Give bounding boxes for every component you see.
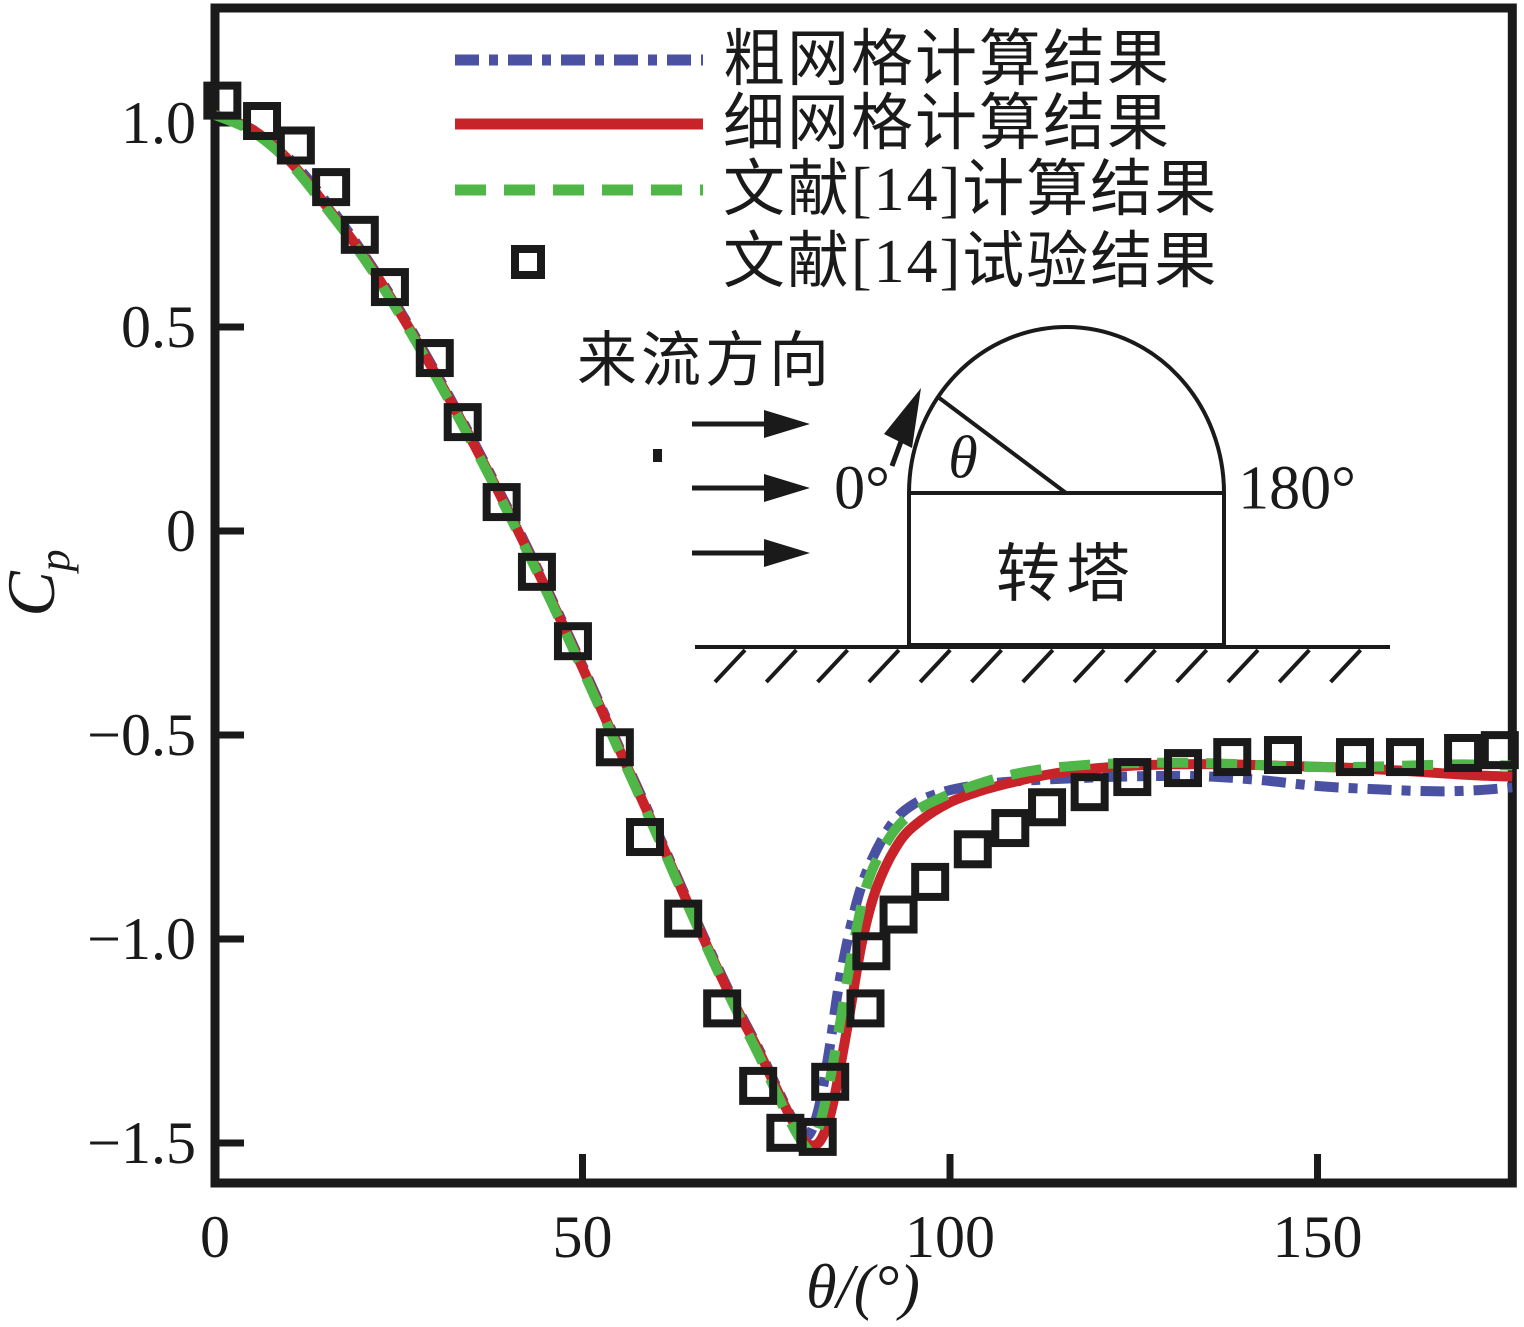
y-axis-title: Cp (0, 549, 80, 616)
data-marker-ref14-exp (798, 1117, 837, 1156)
data-marker-ref14-exp (703, 989, 742, 1028)
inset-ground-hatch (1277, 648, 1311, 684)
legend-line-fine-grid (455, 118, 703, 130)
data-marker-ref14-exp (664, 899, 703, 938)
data-marker-ref14-exp (625, 818, 664, 857)
y-tick-label: 0 (166, 498, 196, 565)
data-marker-ref14-exp (1113, 758, 1152, 797)
legend-label-ref14-sim: 文献[14]计算结果 (723, 156, 1219, 224)
data-marker-ref14-exp (276, 126, 315, 165)
inset-ground-hatch (816, 648, 850, 684)
flow-arrow-head-icon (764, 474, 810, 502)
legend-line-coarse-grid (455, 54, 703, 66)
flow-arrow-head-icon (764, 539, 810, 567)
data-marker-ref14-exp (482, 483, 521, 522)
legend-label-fine-grid: 细网格计算结果 (723, 90, 1172, 158)
data-marker-ref14-exp (911, 862, 950, 901)
data-marker-ref14-exp (595, 728, 634, 767)
data-marker-ref14-exp (1213, 738, 1252, 777)
legend-label-coarse-grid: 粗网格计算结果 (723, 26, 1172, 94)
inset-angle-0-label: 0° (834, 454, 890, 523)
data-marker-ref14-exp (517, 552, 556, 591)
inset-angle-180-label: 180° (1238, 454, 1356, 523)
inset-tangent-arrow-head-icon (884, 388, 921, 448)
inset-ground-hatch (1021, 648, 1055, 684)
x-tick-label: 0 (200, 1204, 230, 1270)
plot-border (210, 3, 1517, 1188)
data-marker-ref14-exp (1164, 749, 1203, 788)
data-marker-ref14-exp (846, 989, 885, 1028)
legend-square-marker-ref14-exp (511, 245, 545, 279)
inset-flow-direction-label: 来流方向 (577, 328, 833, 394)
x-tick-label: 150 (1272, 1204, 1363, 1270)
y-tick-label: 1.0 (121, 90, 196, 157)
data-marker-ref14-exp (370, 268, 409, 307)
data-marker-ref14-exp (879, 895, 918, 934)
inset-dome-arc (907, 325, 1226, 494)
data-marker-ref14-exp (1028, 788, 1067, 827)
data-marker-ref14-exp (991, 809, 1030, 848)
data-marker-ref14-exp (1070, 773, 1109, 812)
flow-arrow-head-icon (764, 410, 810, 438)
y-axis-title-sub: p (29, 549, 79, 572)
data-marker-ref14-exp (1336, 738, 1375, 777)
legend-line-ref14-sim (455, 184, 703, 196)
inset-ground-hatch (713, 648, 747, 684)
inset-ground-hatch (764, 648, 798, 684)
data-marker-ref14-exp (243, 102, 282, 141)
inset-ground-hatch (1226, 648, 1260, 684)
inset-ground-hatch (1123, 648, 1157, 684)
y-axis-title-base: C (0, 571, 70, 617)
data-marker-ref14-exp (203, 81, 242, 120)
data-marker-ref14-exp (811, 1062, 850, 1101)
inset-theta-label: θ (948, 424, 978, 491)
inset-ground-hatch (970, 648, 1003, 684)
data-marker-ref14-exp (1263, 736, 1302, 775)
data-marker-ref14-exp (1444, 733, 1483, 772)
inset-ground-hatch (1072, 648, 1106, 684)
x-tick-label: 50 (552, 1204, 613, 1270)
data-marker-ref14-exp (415, 339, 454, 378)
series-curve-ref14-sim (212, 110, 1513, 1151)
y-tick-label: −1.5 (87, 1110, 196, 1177)
inset-ground-hatch (918, 648, 952, 684)
inset-theta-radius-line (936, 395, 1068, 495)
inset-ground-hatch (1329, 648, 1363, 684)
data-marker-ref14-exp (340, 215, 379, 254)
x-axis-title: θ/(°) (806, 1253, 920, 1322)
data-marker-ref14-exp (852, 932, 891, 971)
x-tick-label: 100 (905, 1204, 995, 1270)
y-tick-label: 0.5 (121, 294, 196, 361)
data-marker-ref14-exp (553, 622, 592, 661)
y-tick-label: −0.5 (87, 702, 196, 769)
stray-mark (653, 449, 662, 462)
data-marker-ref14-exp (1385, 738, 1424, 777)
inset-turret-label: 转塔 (996, 539, 1136, 610)
data-marker-ref14-exp (312, 168, 351, 207)
data-marker-ref14-exp (953, 830, 992, 869)
data-marker-ref14-exp (443, 403, 482, 442)
inset-ground-hatch (867, 648, 901, 684)
data-marker-ref14-exp (739, 1066, 778, 1105)
y-tick-label: −1.0 (87, 906, 196, 973)
data-marker-ref14-exp (1480, 731, 1519, 770)
inset-ground-hatch (1175, 648, 1209, 684)
legend-label-ref14-exp: 文献[14]试验结果 (723, 228, 1219, 296)
